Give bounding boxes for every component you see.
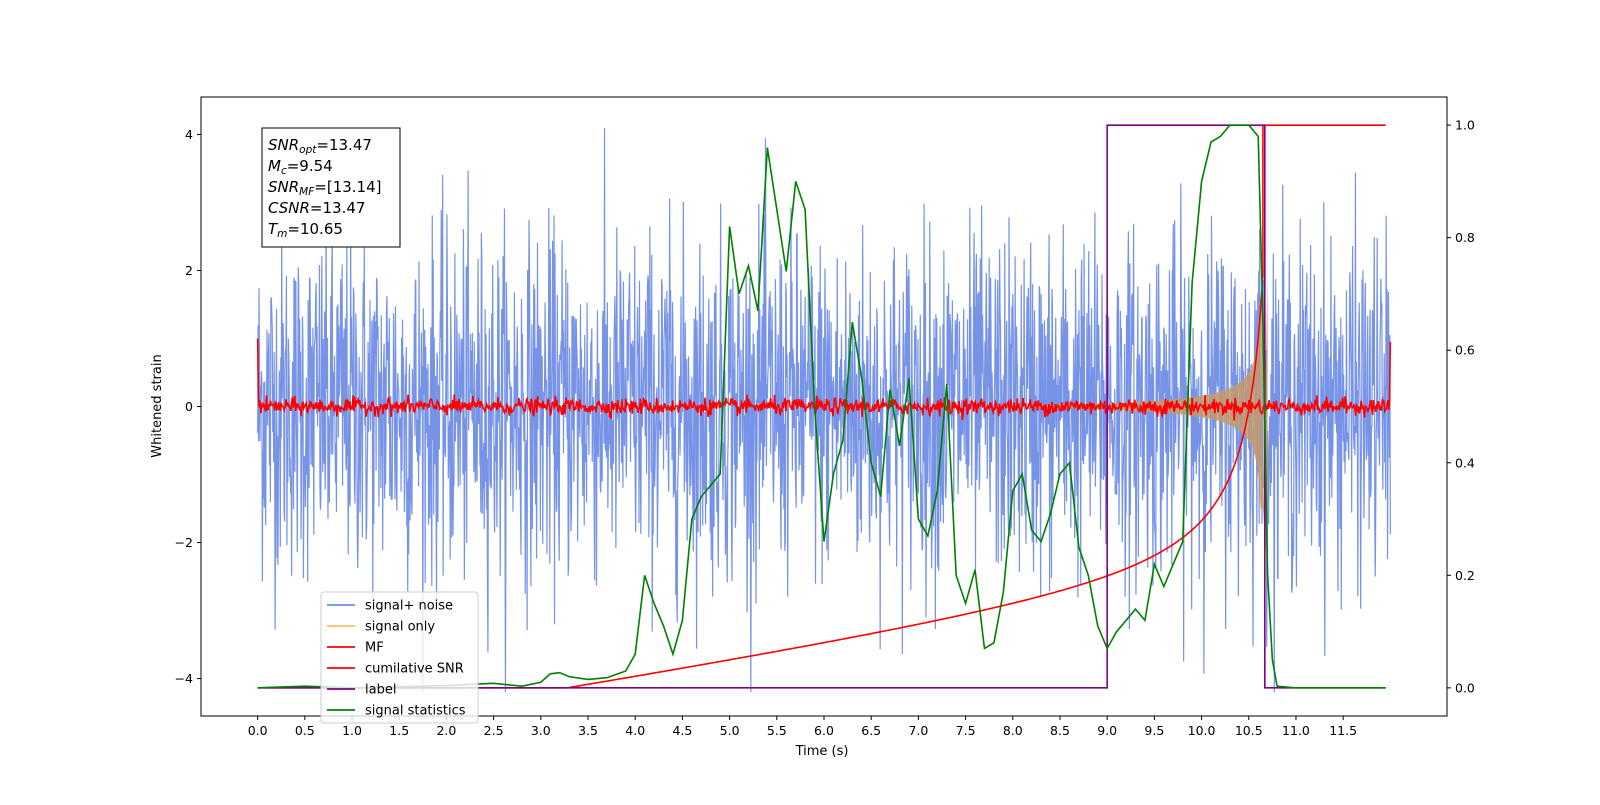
- y2-tick-label: 0.8: [1455, 230, 1475, 245]
- y2-tick-label: 0.2: [1455, 568, 1475, 583]
- annotation-symbol: CSNR: [268, 199, 310, 217]
- x-tick-label: 4.5: [672, 723, 692, 738]
- x-axis-label: Time (s): [795, 744, 849, 759]
- x-axis: 0.0 0.5 1.0 1.5 2.0 2.5 3.0 3.5 4.0 4.5 5.0 5.5 6.0 6…: [248, 716, 1357, 738]
- x-tick-label: 0.5: [295, 723, 315, 738]
- y-tick-label: 4: [185, 127, 193, 142]
- annotation-line: CSNR=13.47: [268, 199, 365, 217]
- legend-label: signal statistics: [365, 704, 466, 719]
- annotation-line: Mc=9.54: [268, 157, 333, 177]
- annotation-subscript: c: [281, 165, 287, 177]
- y-tick-label: 2: [185, 263, 193, 278]
- x-tick-label: 2.0: [436, 723, 456, 738]
- legend-label: cumilative SNR: [365, 662, 464, 677]
- x-tick-label: 8.5: [1050, 723, 1070, 738]
- annotation-symbol: M: [268, 157, 281, 175]
- x-tick-label: 9.0: [1097, 723, 1117, 738]
- annotation-line: Tm=10.65: [268, 220, 343, 240]
- annotation-subscript: m: [277, 228, 287, 240]
- y2-tick-label: 1.0: [1455, 118, 1475, 133]
- x-tick-label: 3.0: [531, 723, 551, 738]
- x-tick-label: 10.5: [1235, 723, 1263, 738]
- y-axis-label: Whitened strain: [150, 354, 165, 457]
- x-tick-label: 7.0: [908, 723, 928, 738]
- y2-tick-label: 0.6: [1455, 343, 1475, 358]
- x-tick-label: 10.0: [1188, 723, 1216, 738]
- x-tick-label: 8.0: [1003, 723, 1023, 738]
- x-tick-label: 11.0: [1282, 723, 1310, 738]
- stats-annotation-box: SNRopt=13.47Mc=9.54SNRMF=[13.14]CSNR=13.…: [261, 127, 401, 248]
- y2-tick-label: 0.0: [1455, 680, 1475, 695]
- x-tick-label: 5.0: [720, 723, 740, 738]
- x-tick-label: 2.5: [484, 723, 504, 738]
- annotation-value: =13.47: [316, 136, 372, 154]
- x-tick-label: 3.5: [578, 723, 598, 738]
- y-axis-right: 1.0 0.8 0.6 0.4 0.2 0.0: [1447, 118, 1475, 695]
- annotation-subscript: opt: [299, 144, 317, 156]
- x-tick-label: 0.0: [248, 723, 268, 738]
- annotation-value: =10.65: [287, 220, 343, 238]
- annotation-line: SNRopt=13.47: [268, 136, 372, 156]
- y-tick-label: −4: [175, 671, 193, 686]
- annotation-value: =13.47: [310, 199, 366, 217]
- series-mf: [256, 338, 1392, 421]
- x-tick-label: 1.0: [342, 723, 362, 738]
- x-tick-label: 7.5: [956, 723, 976, 738]
- x-tick-label: 11.5: [1329, 723, 1357, 738]
- y-tick-label: −2: [175, 535, 193, 550]
- legend-label: label: [365, 683, 396, 698]
- x-tick-label: 4.0: [625, 723, 645, 738]
- annotation-subscript: MF: [299, 186, 315, 198]
- y2-tick-label: 0.4: [1455, 455, 1475, 470]
- annotation-symbol: SNR: [268, 136, 299, 154]
- annotation-symbol: T: [268, 220, 279, 238]
- annotation-frame: [261, 127, 401, 248]
- annotation-value: =[13.14]: [314, 178, 381, 196]
- annotation-line: SNRMF=[13.14]: [268, 178, 382, 198]
- annotation-value: =9.54: [287, 157, 333, 175]
- legend-label: MF: [365, 641, 384, 656]
- x-tick-label: 9.5: [1144, 723, 1164, 738]
- legend-label: signal+ noise: [365, 599, 453, 614]
- legend-label: signal only: [365, 620, 435, 635]
- legend: signal+ noise signal only MF cumilative SNR…: [320, 591, 479, 724]
- y-axis-left: 4 2 0 −2 −4: [175, 127, 201, 686]
- mf-line: [256, 338, 1392, 421]
- label-line: [257, 124, 1386, 689]
- signal-statistics-line: [257, 124, 1386, 689]
- x-tick-label: 6.0: [814, 723, 834, 738]
- x-tick-label: 1.5: [389, 723, 409, 738]
- x-tick-label: 5.5: [767, 723, 787, 738]
- x-tick-label: 6.5: [861, 723, 881, 738]
- legend-frame: [320, 591, 479, 724]
- y-tick-label: 0: [185, 399, 193, 414]
- annotation-symbol: SNR: [268, 178, 299, 196]
